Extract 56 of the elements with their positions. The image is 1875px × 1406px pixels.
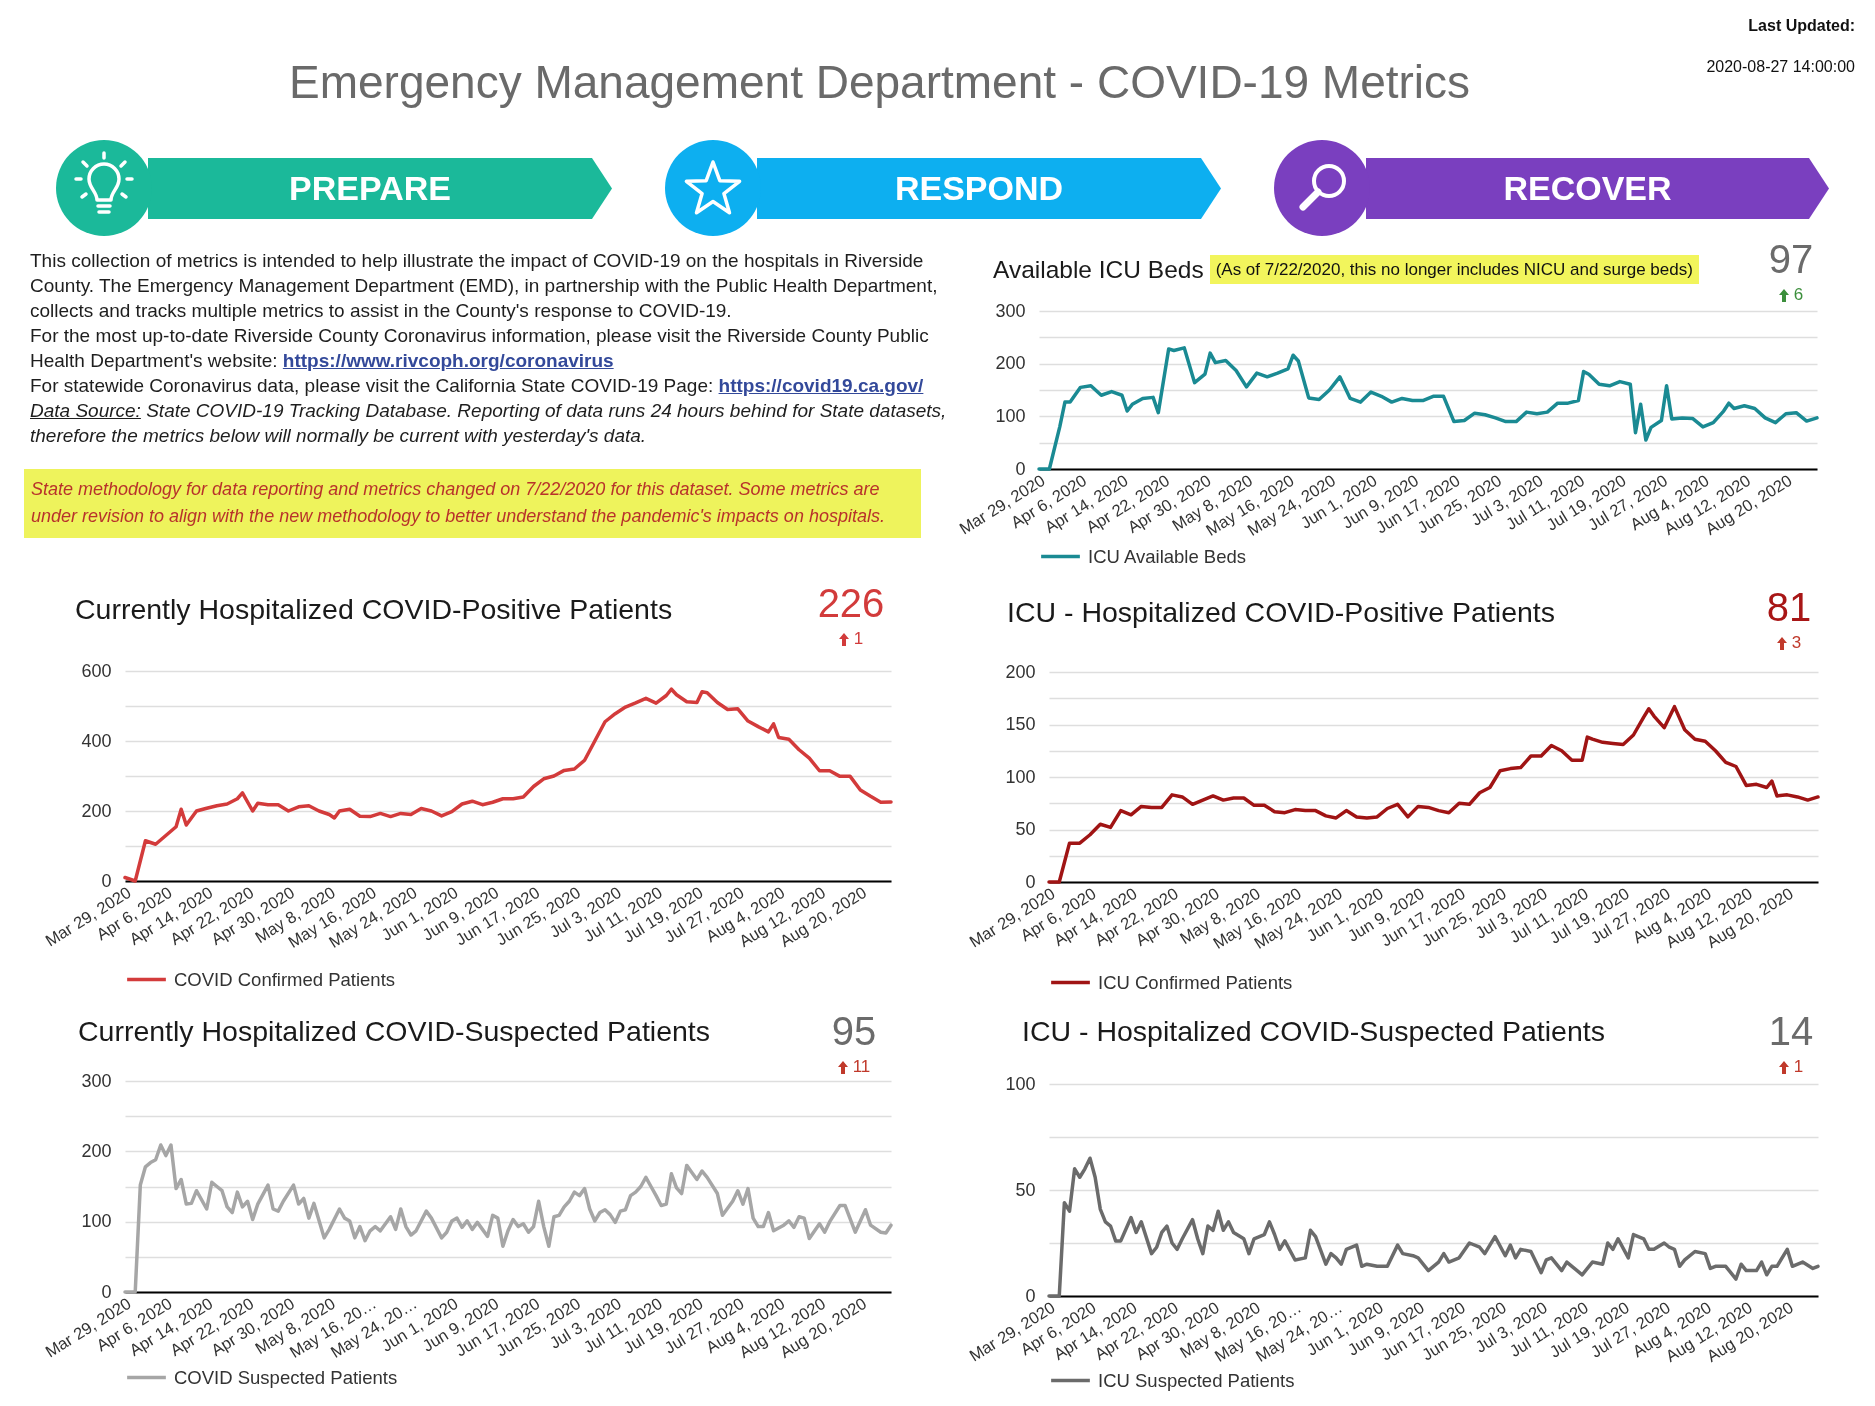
y-tick-label: 300 — [995, 300, 1026, 321]
y-tick-label: 200 — [81, 800, 112, 821]
chart-title: Currently Hospitalized COVID-Suspected Patients — [78, 1015, 711, 1047]
y-tick-label: 150 — [1005, 714, 1036, 734]
text: 81 — [1765, 584, 1813, 630]
line-series — [123, 1143, 893, 1294]
line-series — [123, 687, 893, 883]
text: 1 — [853, 629, 864, 648]
text: Last Updated: — [1748, 17, 1855, 35]
text: Emergency Management Department - COVID-19 Metrics — [289, 55, 1471, 109]
text: 14 — [1767, 1008, 1815, 1054]
y-tick-label: 50 — [1015, 819, 1036, 839]
text: 226 — [816, 580, 886, 626]
legend-label: ICU Suspected Patients — [1098, 1369, 1295, 1391]
text: This collection of metrics is intended to help illustrate the impact of COVID-19 on the hospitals in Riverside County. The Emergency Management Department (EMD), in partnership with the Public Health Department, collects and tracks multiple metrics to assist in the County's response to COVID-19. — [30, 249, 939, 323]
text: 97 — [1767, 236, 1815, 282]
text: RECOVER — [1502, 169, 1673, 208]
y-tick-label: 100 — [1005, 766, 1036, 787]
chart-title: ICU - Hospitalized COVID-Positive Patients — [1007, 596, 1556, 628]
legend-label: COVID Confirmed Patients — [174, 968, 396, 990]
y-tick-label: 100 — [81, 1211, 112, 1232]
y-tick-label: 0 — [1025, 1285, 1036, 1306]
y-tick-label: 200 — [995, 353, 1026, 374]
y-tick-label: 0 — [101, 870, 112, 891]
text: PREPARE — [288, 169, 452, 208]
text: 2020-08-27 14:00:00 — [1706, 58, 1855, 76]
text: State methodology for data reporting and metrics changed on 7/22/2020 for this dataset. Some metrics are under revision to align with the new methodology to better understand the pandemic's impacts on hospitals. — [24, 469, 921, 538]
y-tick-label: 50 — [1015, 1179, 1036, 1200]
source-note: Data Source: State COVID-19 Tracking Database. Reporting of data runs 24 hours behind for State datasets, therefore the metrics below will normally be current with yesterday's data. — [30, 399, 948, 448]
chart-subtitle: (As of 7/22/2020, this no longer includes NICU and surge beds) — [1209, 255, 1699, 284]
text: For statewide Coronavirus data, please visit the California State COVID-19 Page: https://covid19.ca.gov/ — [30, 374, 925, 398]
line-series — [1037, 346, 1819, 471]
y-tick-label: 100 — [995, 405, 1026, 426]
y-tick-label: 200 — [1005, 661, 1036, 682]
text: 6 — [1793, 285, 1804, 304]
y-tick-label: 0 — [1015, 458, 1026, 479]
y-tick-label: 200 — [81, 1140, 112, 1161]
legend-label: ICU Available Beds — [1088, 545, 1247, 567]
y-tick-label: 0 — [101, 1281, 112, 1302]
chart-title: ICU - Hospitalized COVID-Suspected Patients — [1022, 1015, 1605, 1047]
text: 95 — [830, 1008, 878, 1054]
y-tick-label: 400 — [81, 730, 112, 751]
y-tick-label: 0 — [1025, 871, 1036, 892]
y-tick-label: 100 — [1005, 1073, 1036, 1094]
chart-title: Currently Hospitalized COVID-Positive Patients — [75, 593, 673, 625]
text: RESPOND — [893, 169, 1065, 208]
legend-label: ICU Confirmed Patients — [1098, 971, 1293, 993]
chart-title: Available ICU Beds — [993, 256, 1204, 283]
y-tick-label: 600 — [81, 660, 112, 681]
text: 11 — [852, 1057, 871, 1076]
legend-label: COVID Suspected Patients — [174, 1366, 398, 1388]
text: 1 — [1793, 1057, 1804, 1076]
line-series — [1047, 704, 1820, 884]
line-series — [1047, 1156, 1820, 1298]
y-tick-label: 300 — [81, 1070, 112, 1091]
text: 3 — [1791, 633, 1802, 652]
